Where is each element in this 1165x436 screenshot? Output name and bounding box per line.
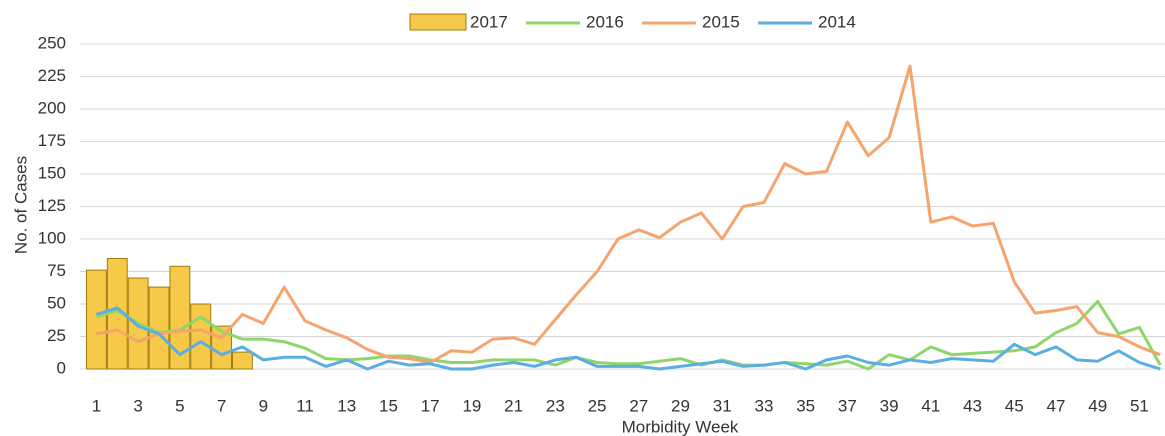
x-tick-label: 45 <box>1005 396 1024 415</box>
x-tick-label: 33 <box>754 396 773 415</box>
y-tick-label: 50 <box>47 293 66 312</box>
line <box>96 64 1161 364</box>
x-tick-label: 13 <box>337 396 356 415</box>
y-axis-label: No. of Cases <box>11 156 30 254</box>
x-tick-label: 29 <box>671 396 690 415</box>
x-tick-label: 1 <box>92 396 101 415</box>
x-tick-label: 7 <box>217 396 226 415</box>
y-tick-label: 175 <box>38 131 66 150</box>
x-tick-label: 9 <box>259 396 268 415</box>
y-tick-label: 225 <box>38 66 66 85</box>
line <box>95 299 1162 371</box>
line <box>95 306 1161 371</box>
y-tick-label: 200 <box>38 98 66 117</box>
x-tick-label: 21 <box>504 396 523 415</box>
x-tick-label: 19 <box>462 396 481 415</box>
bar <box>169 265 191 370</box>
x-tick-label: 5 <box>175 396 184 415</box>
x-tick-label: 23 <box>546 396 565 415</box>
y-tick-label: 75 <box>47 261 66 280</box>
x-tick-label: 47 <box>1047 396 1066 415</box>
legend-label: 2014 <box>818 12 856 31</box>
y-tick-label: 25 <box>47 326 66 345</box>
legend-label: 2017 <box>470 12 508 31</box>
y-tick-label: 250 <box>38 33 66 52</box>
x-tick-label: 39 <box>880 396 899 415</box>
x-tick-label: 37 <box>838 396 857 415</box>
y-tick-label: 150 <box>38 163 66 182</box>
x-tick-label: 27 <box>629 396 648 415</box>
bar <box>190 303 212 370</box>
legend-label: 2016 <box>586 12 624 31</box>
x-tick-label: 17 <box>421 396 440 415</box>
legend-swatch <box>409 13 467 31</box>
bar <box>232 351 253 370</box>
x-axis-label: Morbidity Week <box>622 417 739 436</box>
x-tick-label: 51 <box>1130 396 1149 415</box>
x-tick-label: 25 <box>588 396 607 415</box>
x-tick-label: 35 <box>796 396 815 415</box>
x-tick-label: 43 <box>963 396 982 415</box>
x-tick-label: 31 <box>713 396 732 415</box>
legend-label: 2015 <box>702 12 740 31</box>
x-tick-label: 11 <box>296 396 314 415</box>
x-tick-label: 3 <box>133 396 142 415</box>
bar <box>86 269 107 370</box>
y-tick-label: 100 <box>38 228 66 247</box>
x-tick-label: 15 <box>379 396 398 415</box>
y-tick-label: 0 <box>57 358 66 377</box>
x-tick-label: 49 <box>1088 396 1107 415</box>
y-tick-label: 125 <box>38 196 66 215</box>
x-tick-label: 41 <box>921 396 940 415</box>
